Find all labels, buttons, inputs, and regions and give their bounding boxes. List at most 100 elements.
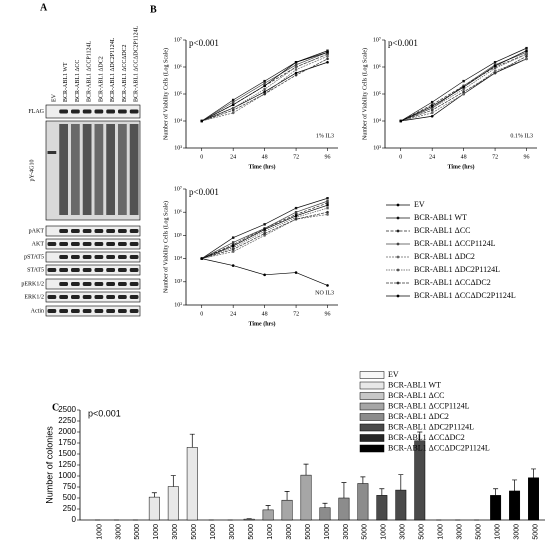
- blot-label: Actin: [31, 308, 44, 314]
- panel-label: C: [52, 402, 59, 413]
- point: [430, 100, 434, 104]
- blot-band: [59, 282, 68, 286]
- blot-band: [118, 268, 127, 272]
- point: [294, 63, 298, 67]
- x-tick-label: 5000: [191, 524, 198, 540]
- point: [462, 85, 465, 89]
- x-tick-label: 3000: [513, 524, 520, 540]
- blot-label: pERK1/2: [21, 281, 44, 287]
- point: [430, 114, 434, 118]
- blot-band: [118, 295, 127, 299]
- blot-band: [47, 151, 57, 154]
- blot-band: [71, 242, 80, 246]
- point: [326, 60, 329, 64]
- legend-label: BCR-ABL1 ΔCCP1124L: [388, 401, 470, 410]
- x-tick-label: 5000: [419, 524, 426, 540]
- point: [525, 57, 528, 61]
- x-tick-label: 3000: [457, 524, 464, 540]
- blot-band: [59, 229, 68, 233]
- blot-band: [59, 109, 68, 114]
- blot-band: [129, 255, 139, 259]
- y-axis-label: Number of colonies: [44, 426, 54, 504]
- point: [326, 197, 329, 200]
- bar: [319, 507, 331, 521]
- blot-band: [47, 242, 57, 246]
- y-tick-label: 10⁶: [174, 210, 182, 216]
- x-tick-label: 3000: [115, 524, 122, 540]
- x-tick-label: 5000: [362, 524, 369, 540]
- y-tick-label: 10⁴: [174, 256, 182, 262]
- x-tick-label: 3000: [172, 524, 179, 540]
- x-axis-label: Time (hrs): [447, 163, 474, 170]
- blot-label: pY-4G10: [29, 160, 35, 182]
- y-tick-label: 500: [63, 493, 77, 502]
- y-tick-label: 10⁴: [174, 118, 182, 124]
- point: [326, 199, 329, 203]
- point: [231, 106, 235, 110]
- blot-frame: [45, 305, 141, 317]
- x-tick-label: 48: [461, 154, 467, 160]
- x-tick-label: 72: [293, 311, 299, 317]
- blot-band: [106, 255, 115, 259]
- x-axis-label: Time (hrs): [248, 163, 275, 170]
- blot-band: [82, 268, 92, 272]
- y-tick-label: 10⁷: [174, 37, 182, 43]
- blot-band: [71, 295, 80, 299]
- point: [399, 119, 402, 123]
- legend-label: BCR-ABL1 ΔDC2: [414, 252, 475, 261]
- blot-label: AKT: [32, 241, 45, 247]
- x-axis-label: Time (hrs): [248, 320, 275, 327]
- x-tick-label: 72: [293, 154, 299, 160]
- point: [493, 67, 497, 70]
- point: [493, 71, 497, 75]
- blot-band: [71, 309, 80, 313]
- bar: [300, 474, 312, 521]
- point: [493, 61, 497, 64]
- x-tick-label: 96: [325, 154, 331, 160]
- point: [231, 100, 235, 104]
- y-tick-label: 10³: [373, 145, 381, 151]
- y-tick-label: 1500: [58, 449, 76, 458]
- legend-swatch: [359, 402, 385, 411]
- blot-band: [82, 282, 92, 286]
- point: [462, 84, 465, 88]
- y-tick-label: 10⁵: [174, 233, 182, 239]
- bar: [167, 486, 179, 521]
- blot-band: [82, 295, 92, 299]
- legend-label: BCR-ABL1 ΔCC: [414, 226, 471, 235]
- blot-band: [118, 309, 127, 313]
- legend-swatch: [359, 371, 385, 379]
- error-bar: [303, 463, 309, 476]
- blot-band: [94, 282, 104, 286]
- annotation: p<0.001: [388, 38, 418, 48]
- blot-band: [94, 309, 104, 313]
- point: [294, 271, 298, 274]
- point: [294, 61, 298, 64]
- lane-label: BCR-ABL1 ΔCCP1124L: [87, 41, 93, 102]
- x-tick-label: 1000: [96, 524, 103, 540]
- lane-label: BCR-ABL1 ΔCCΔDC2: [122, 44, 128, 102]
- point: [462, 90, 465, 94]
- bar: [148, 496, 160, 521]
- point: [263, 90, 266, 94]
- legend-swatch: [359, 434, 385, 442]
- legend-label: BCR-ABL1 ΔCCΔDC2P1124L: [414, 291, 516, 300]
- y-tick-label: 10⁴: [373, 118, 381, 124]
- point: [326, 284, 329, 287]
- condition-label: 0.1% IL3: [510, 133, 533, 139]
- point: [263, 230, 266, 233]
- x-tick-label: 1000: [438, 524, 445, 540]
- lane-label: BCR-ABL1 ΔDC2: [98, 56, 104, 102]
- y-tick-label: 10³: [174, 145, 182, 151]
- y-tick-label: 250: [63, 504, 77, 513]
- legend-marker: [396, 229, 400, 233]
- legend-marker: [396, 242, 400, 246]
- blot-band: [59, 309, 68, 313]
- bar: [338, 497, 350, 521]
- point: [231, 248, 235, 251]
- legend-marker: [396, 281, 400, 285]
- y-tick-label: 0: [72, 515, 77, 524]
- blot-band: [94, 229, 104, 233]
- point: [326, 57, 329, 61]
- y-tick-label: 2000: [58, 427, 76, 436]
